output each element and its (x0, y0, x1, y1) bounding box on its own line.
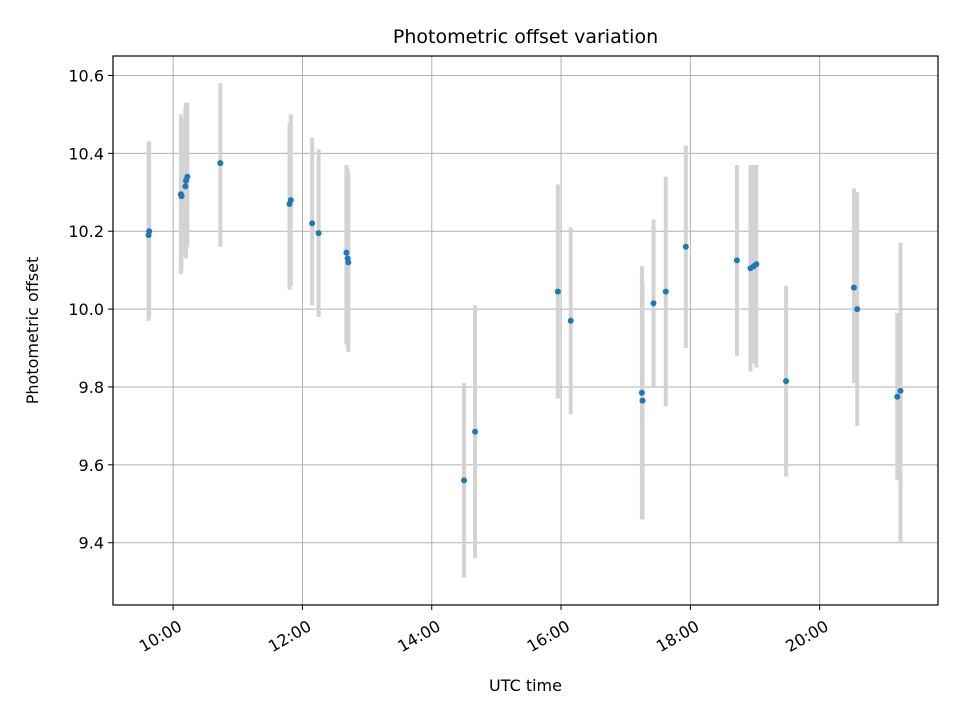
data-point (682, 243, 689, 250)
data-point (146, 228, 153, 235)
y-tick-label: 9.6 (79, 456, 104, 475)
data-point (182, 183, 189, 190)
data-point (639, 397, 646, 404)
data-point (184, 173, 191, 180)
data-point (217, 160, 224, 167)
data-point (753, 261, 760, 268)
data-point (287, 197, 294, 204)
data-point (850, 284, 857, 291)
data-point (783, 378, 790, 385)
plot-area (113, 56, 938, 605)
y-tick-label: 10.0 (68, 300, 104, 319)
data-point (343, 249, 350, 256)
y-axis-label: Photometric offset (23, 257, 42, 405)
data-point (315, 230, 322, 237)
data-point (897, 387, 904, 394)
data-point (309, 220, 316, 227)
data-point (472, 428, 479, 435)
y-axis-ticks: 9.4 9.6 9.8 10.0 10.2 10.4 10.6 (68, 66, 113, 553)
grid-lines (113, 56, 938, 605)
data-point (345, 259, 352, 266)
y-tick-label: 9.4 (79, 534, 104, 553)
chart-title: Photometric offset variation (393, 26, 658, 48)
y-tick-label: 9.8 (79, 378, 104, 397)
y-tick-label: 10.4 (68, 144, 104, 163)
data-point (638, 389, 645, 396)
plot-frame (112, 55, 939, 606)
data-point (567, 317, 574, 324)
data-point (554, 288, 561, 295)
data-points (145, 160, 904, 484)
data-point (461, 477, 468, 484)
x-axis-label: UTC time (489, 676, 562, 695)
data-point (894, 393, 901, 400)
y-tick-label: 10.2 (68, 222, 104, 241)
data-point (733, 257, 740, 264)
data-point (662, 288, 669, 295)
data-point (854, 306, 861, 313)
data-point (650, 300, 657, 307)
y-tick-label: 10.6 (68, 66, 104, 85)
data-point (178, 193, 185, 200)
